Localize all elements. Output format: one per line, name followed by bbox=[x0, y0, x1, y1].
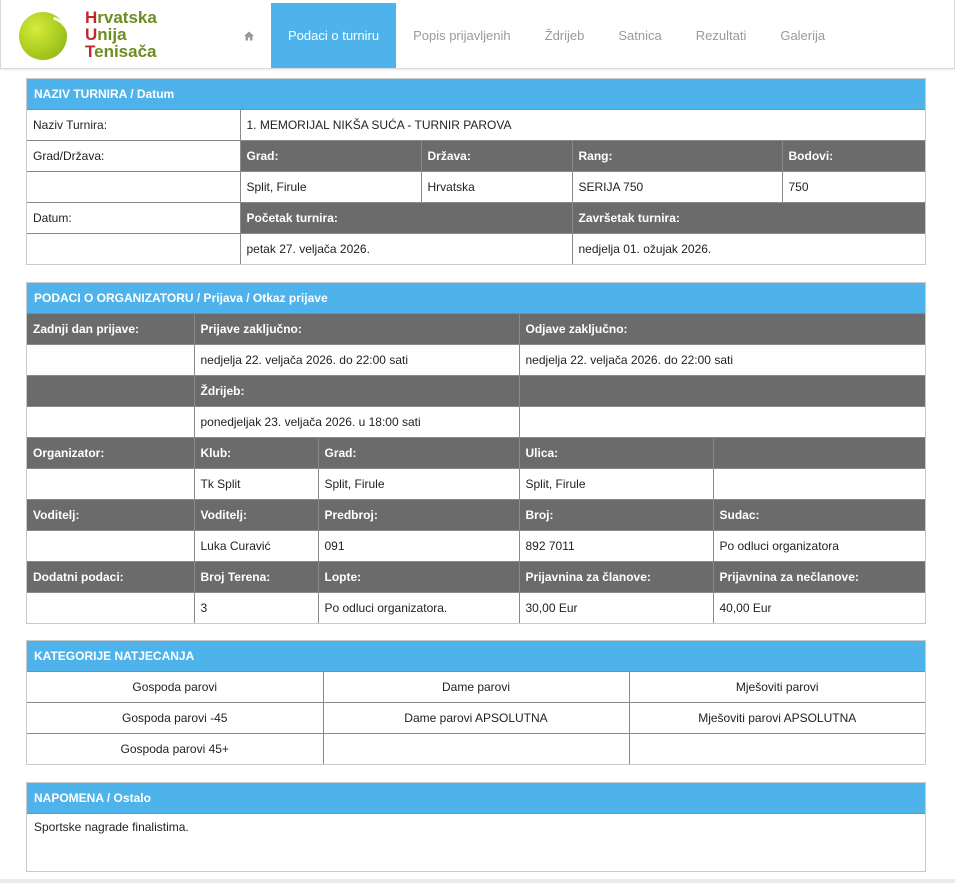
note-panel: NAPOMENA / Ostalo Sportske nagrade final… bbox=[26, 782, 926, 872]
country-value: Hrvatska bbox=[420, 171, 573, 203]
organizer-header: Organizator: bbox=[27, 437, 195, 469]
organizer-panel: PODACI O ORGANIZATORU / Prijava / Otkaz … bbox=[26, 282, 926, 624]
entries-close-header: Prijave zaključno: bbox=[193, 314, 520, 345]
org-city-header: Grad: bbox=[317, 437, 520, 469]
panel-title: NAPOMENA / Ostalo bbox=[27, 783, 925, 814]
club-header: Klub: bbox=[193, 437, 319, 469]
categories-panel: KATEGORIJE NATJECANJA Gospoda parovi Dam… bbox=[26, 640, 926, 765]
category-item bbox=[322, 733, 630, 764]
city-value: Split, Firule bbox=[239, 171, 422, 203]
last-day-header: Zadnji dan prijave: bbox=[27, 314, 195, 345]
street-header: Ulica: bbox=[518, 437, 714, 469]
nav-galerija[interactable]: Galerija bbox=[780, 28, 826, 43]
empty-cell bbox=[712, 468, 925, 500]
category-item: Mješoviti parovi bbox=[628, 672, 925, 703]
fee-members-header: Prijavnina za članove: bbox=[518, 561, 714, 593]
organizer-table: Zadnji dan prijave: Prijave zaključno: O… bbox=[27, 314, 925, 623]
city-header: Grad: bbox=[239, 140, 422, 172]
nav-rezultati[interactable]: Rezultati bbox=[695, 28, 747, 43]
org-city-value: Split, Firule bbox=[317, 468, 520, 500]
leader-header: Voditelj: bbox=[27, 499, 195, 531]
empty-header-cell bbox=[518, 375, 925, 407]
fee-nonmembers-value: 40,00 Eur bbox=[712, 592, 925, 623]
fee-nonmembers-header: Prijavnina za nečlanove: bbox=[712, 561, 925, 593]
referee-value: Po odluci organizatora bbox=[712, 530, 925, 562]
empty-cell bbox=[27, 344, 195, 376]
withdraw-close-header: Odjave zaključno: bbox=[518, 314, 925, 345]
end-value: nedjelja 01. ožujak 2026. bbox=[571, 233, 926, 264]
home-icon bbox=[244, 31, 254, 41]
empty-cell bbox=[518, 406, 925, 438]
tennis-ball-icon bbox=[19, 12, 67, 60]
category-item: Gospoda parovi 45+ bbox=[27, 733, 324, 764]
empty-cell bbox=[27, 530, 195, 562]
main-nav: Podaci o turniru Popis prijavljenih Ždri… bbox=[227, 3, 842, 68]
fee-members-value: 30,00 Eur bbox=[518, 592, 714, 623]
location-label: Grad/Država: bbox=[27, 140, 241, 172]
extra-header: Dodatni podaci: bbox=[27, 561, 195, 593]
points-header: Bodovi: bbox=[781, 140, 926, 172]
rank-value: SERIJA 750 bbox=[571, 171, 783, 203]
panel-title: KATEGORIJE NATJECANJA bbox=[27, 641, 925, 672]
nav-home[interactable] bbox=[227, 3, 271, 68]
balls-value: Po odluci organizatora. bbox=[317, 592, 520, 623]
withdraw-close-value: nedjelja 22. veljača 2026. do 22:00 sati bbox=[518, 344, 925, 376]
tournament-table: Naziv Turnira: 1. MEMORIJAL NIKŠA SUĆA -… bbox=[27, 110, 926, 264]
category-item: Gospoda parovi bbox=[27, 672, 324, 703]
category-item: Gospoda parovi -45 bbox=[27, 702, 324, 734]
prefix-header: Predbroj: bbox=[317, 499, 520, 531]
category-item bbox=[628, 733, 925, 764]
balls-header: Lopte: bbox=[317, 561, 520, 593]
logo[interactable]: Hrvatska Unija Tenisača bbox=[19, 9, 169, 61]
club-value: Tk Split bbox=[193, 468, 319, 500]
courts-header: Broj Terena: bbox=[193, 561, 319, 593]
empty-cell bbox=[27, 468, 195, 500]
empty-cell bbox=[27, 233, 241, 264]
empty-header-cell bbox=[712, 437, 925, 469]
tournament-panel: NAZIV TURNIRA / Datum Naziv Turnira: 1. … bbox=[26, 78, 926, 265]
nav-popis-prijavljenih[interactable]: Popis prijavljenih bbox=[413, 28, 511, 43]
panel-title: NAZIV TURNIRA / Datum bbox=[27, 79, 925, 110]
nav-satnica[interactable]: Satnica bbox=[618, 28, 662, 43]
leader-value: Luka Curavić bbox=[193, 530, 319, 562]
points-value: 750 bbox=[781, 171, 926, 203]
category-item: Dame parovi APSOLUTNA bbox=[322, 702, 630, 734]
entries-close-value: nedjelja 22. veljača 2026. do 22:00 sati bbox=[193, 344, 520, 376]
tournament-name: 1. MEMORIJAL NIKŠA SUĆA - TURNIR PAROVA bbox=[239, 110, 926, 141]
country-header: Država: bbox=[420, 140, 573, 172]
panel-title: PODACI O ORGANIZATORU / Prijava / Otkaz … bbox=[27, 283, 925, 314]
empty-header-cell bbox=[27, 375, 195, 407]
start-header: Početak turnira: bbox=[239, 202, 573, 234]
note-text: Sportske nagrade finalistima. bbox=[34, 820, 189, 834]
courts-value: 3 bbox=[193, 592, 319, 623]
categories-table: Gospoda parovi Dame parovi Mješoviti par… bbox=[27, 672, 925, 764]
category-item: Mješoviti parovi APSOLUTNA bbox=[628, 702, 925, 734]
nav-podaci-o-turniru[interactable]: Podaci o turniru bbox=[271, 3, 397, 68]
date-label: Datum: bbox=[27, 202, 241, 234]
street-value: Split, Firule bbox=[518, 468, 714, 500]
start-value: petak 27. veljača 2026. bbox=[239, 233, 573, 264]
top-navbar: Hrvatska Unija Tenisača Podaci o turniru… bbox=[0, 0, 955, 69]
draw-header: Ždrijeb: bbox=[193, 375, 520, 407]
number-value: 892 7011 bbox=[518, 530, 714, 562]
referee-header: Sudac: bbox=[712, 499, 925, 531]
empty-cell bbox=[27, 592, 195, 623]
number-header: Broj: bbox=[518, 499, 714, 531]
draw-value: ponedjeljak 23. veljača 2026. u 18:00 sa… bbox=[193, 406, 520, 438]
logo-text: Hrvatska Unija Tenisača bbox=[85, 8, 157, 61]
nav-zdrijeb[interactable]: Ždrijeb bbox=[544, 28, 585, 43]
name-label: Naziv Turnira: bbox=[27, 110, 241, 141]
empty-cell bbox=[27, 171, 241, 203]
rank-header: Rang: bbox=[571, 140, 783, 172]
empty-cell bbox=[27, 406, 195, 438]
footer-divider bbox=[0, 879, 955, 883]
leader-name-header: Voditelj: bbox=[193, 499, 319, 531]
prefix-value: 091 bbox=[317, 530, 520, 562]
end-header: Završetak turnira: bbox=[571, 202, 926, 234]
category-item: Dame parovi bbox=[322, 672, 630, 703]
